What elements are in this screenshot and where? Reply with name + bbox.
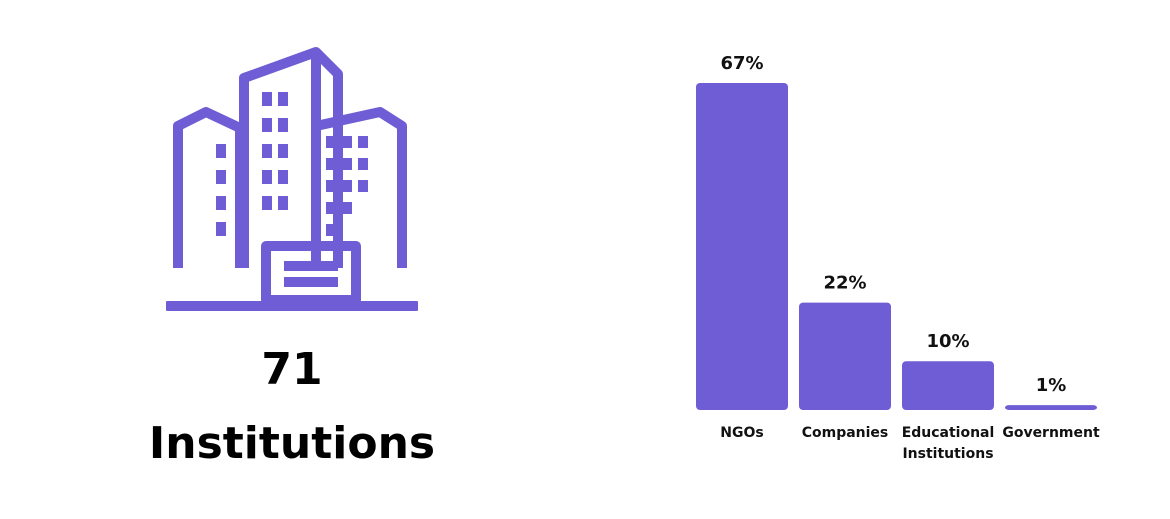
office-buildings-icon	[166, 47, 418, 311]
chart: 67% NGOs 22% Companies 10% Educational Institu…	[640, 0, 1160, 519]
summary-panel: 71 Institutions	[148, 47, 436, 469]
institution-count: 71	[261, 344, 323, 395]
category-label: Companies	[802, 425, 889, 441]
bar-value-label: 10%	[926, 331, 969, 352]
bar-value-label: 67%	[720, 53, 763, 74]
bar-value-label: 22%	[823, 273, 866, 294]
bar-0	[696, 83, 788, 410]
category-label: Government	[1002, 425, 1100, 441]
category-label: Educational Institutions	[902, 425, 995, 462]
category-label: NGOs	[720, 425, 763, 441]
bar-chart: 67% NGOs 22% Companies 10% Educational Institu…	[696, 53, 1100, 462]
institution-count-label: Institutions	[148, 418, 436, 469]
bar-value-label: 1%	[1036, 375, 1067, 396]
bar-2	[902, 361, 994, 410]
bar-1	[799, 302, 891, 410]
bar-3	[1005, 405, 1097, 410]
